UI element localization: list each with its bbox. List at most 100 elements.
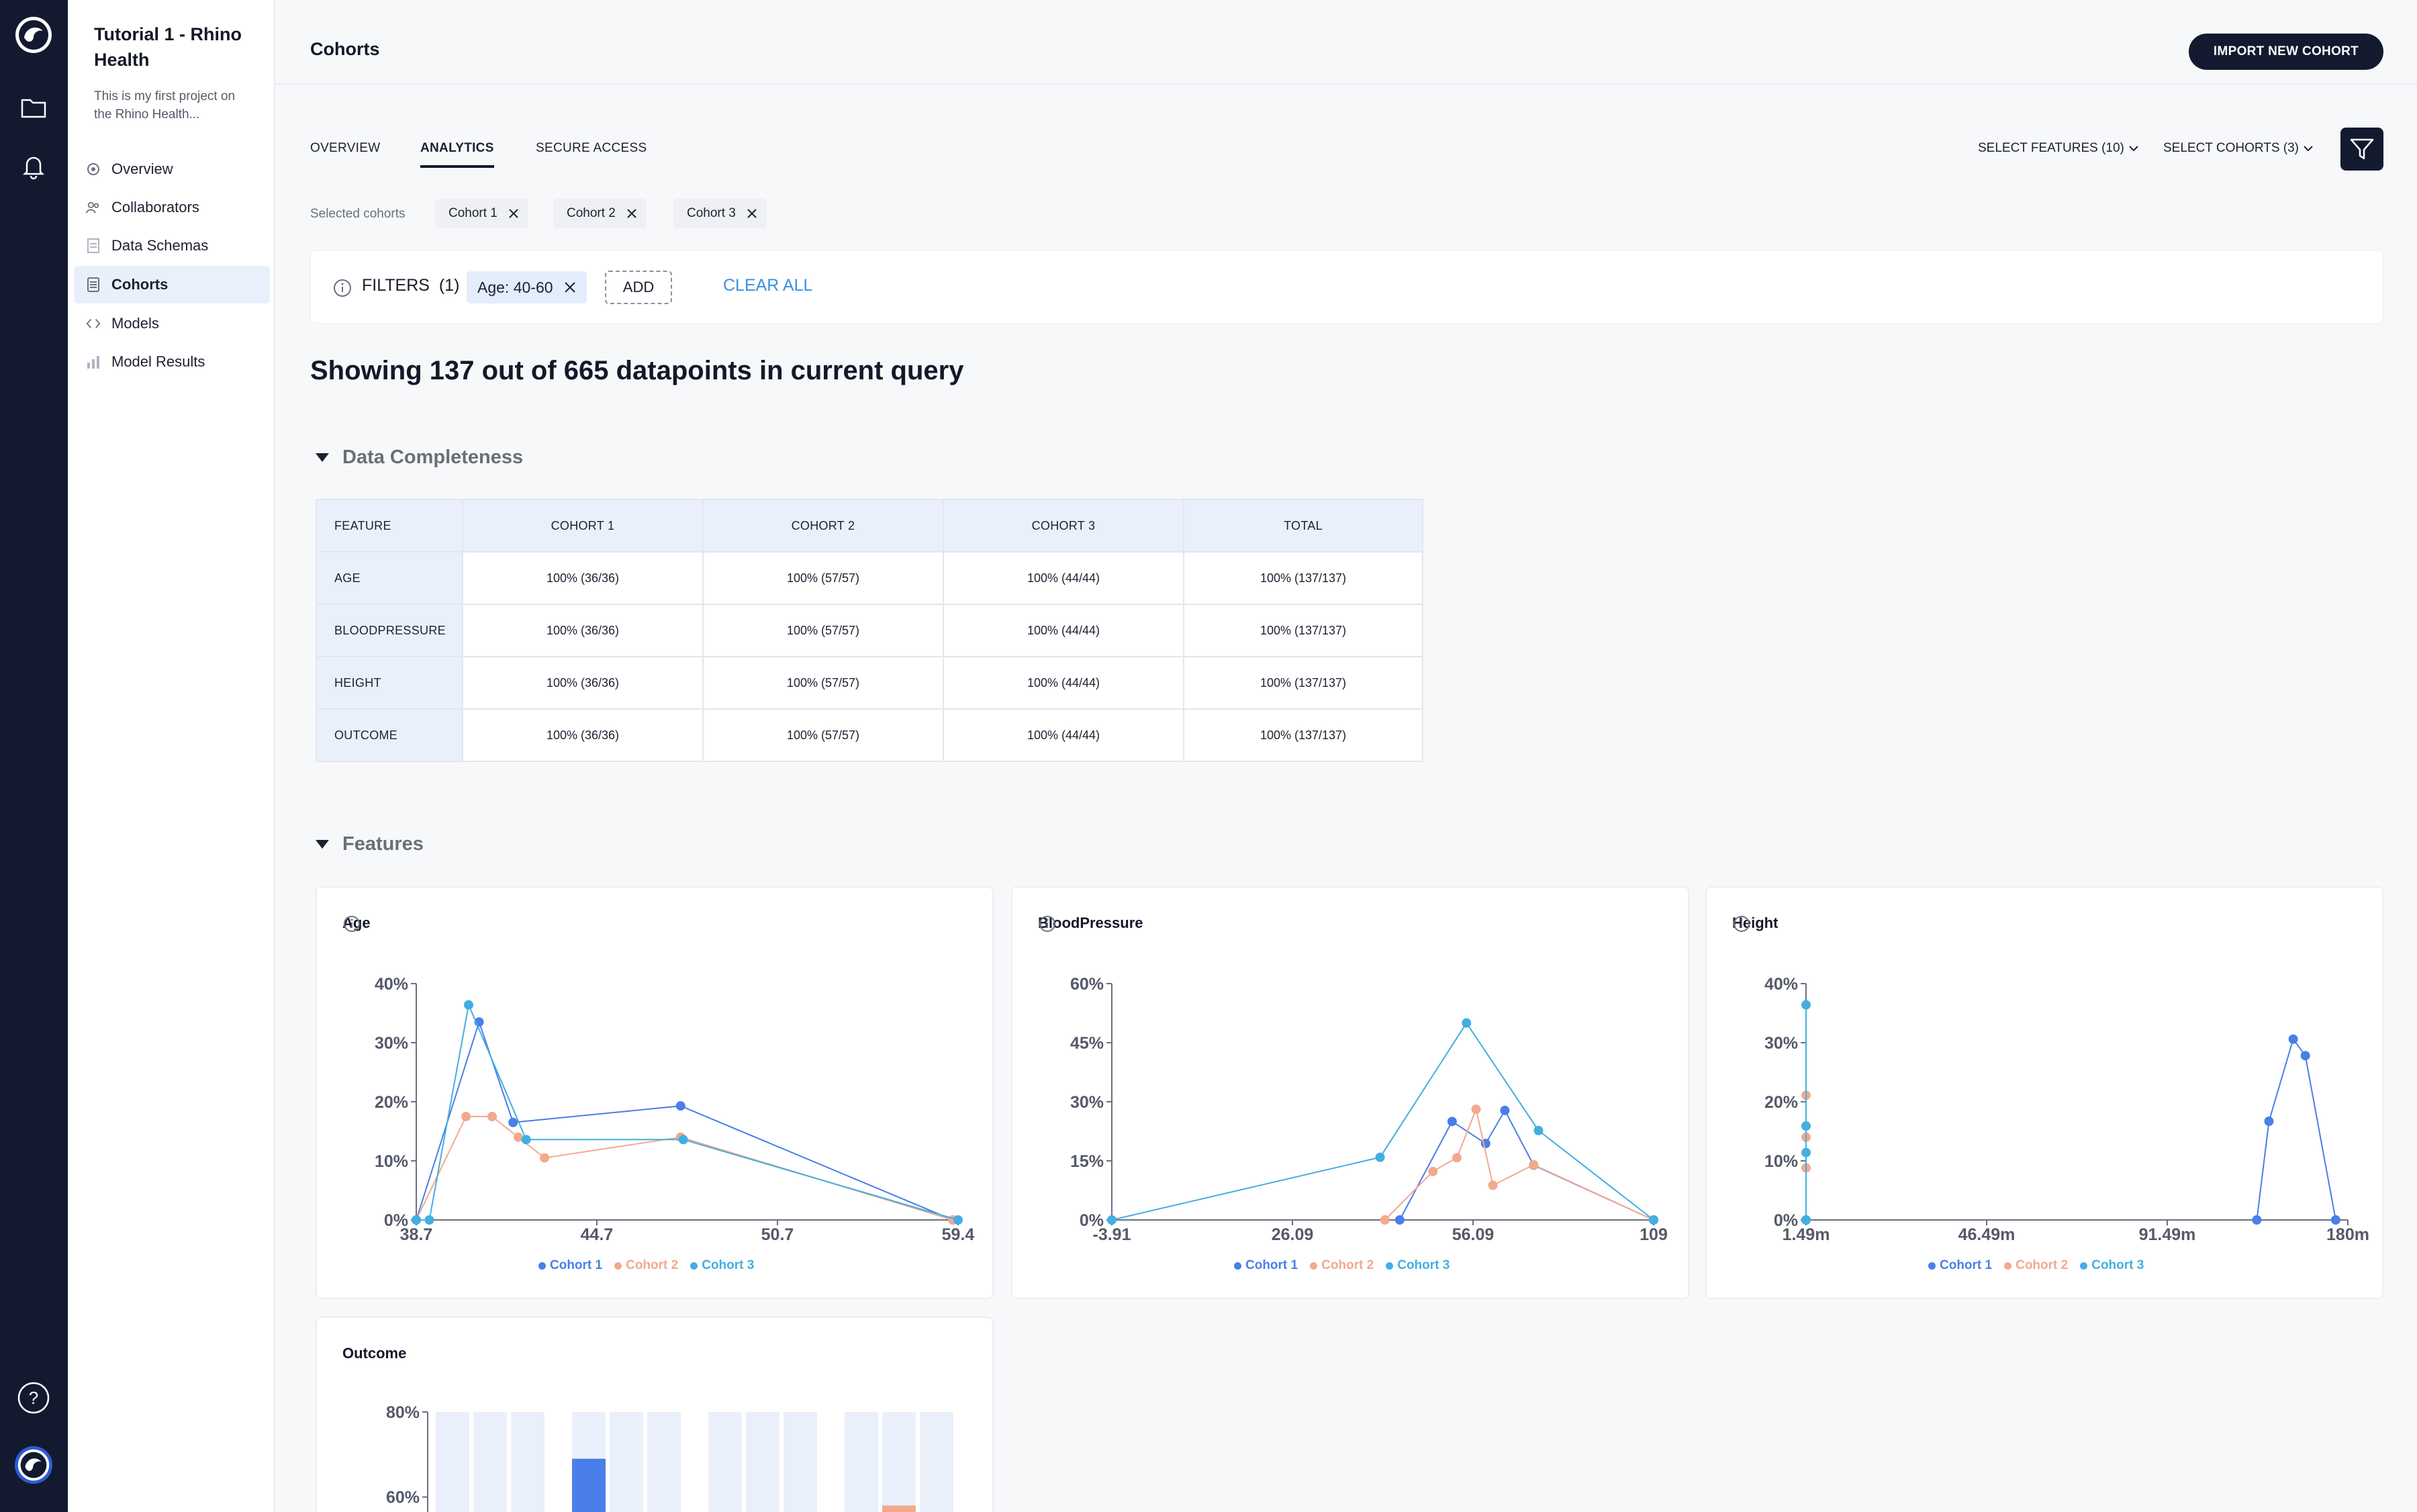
table-cell: 100% (36/36): [462, 551, 704, 605]
table-cell: 100% (36/36): [462, 604, 704, 657]
cohort-chip-label: Cohort 1: [448, 206, 497, 220]
y-tick-label: 10%: [375, 1152, 408, 1171]
x-tick-label: 50.7: [761, 1225, 794, 1244]
legend-item: Cohort 3: [690, 1258, 754, 1273]
sidebar-item-data-schemas[interactable]: Data Schemas: [74, 227, 270, 265]
info-icon[interactable]: [332, 278, 352, 298]
legend-label: Cohort 2: [2016, 1258, 2069, 1272]
folder-icon[interactable]: [13, 87, 54, 128]
table-cell: OUTCOME: [316, 708, 463, 762]
data-point: [2300, 1051, 2310, 1061]
filters-count: (1): [438, 276, 460, 295]
legend-label: Cohort 2: [1321, 1258, 1374, 1272]
cohort-chip-label: Cohort 2: [567, 206, 616, 220]
x-tick-label: 38.7: [400, 1225, 433, 1244]
data-point: [1471, 1104, 1481, 1115]
info-icon[interactable]: [342, 914, 361, 933]
legend-item: Cohort 1: [1234, 1258, 1298, 1273]
project-description: This is my first project on the Rhino He…: [94, 89, 236, 122]
column-header: COHORT 2: [702, 499, 944, 553]
table-cell: 100% (57/57): [702, 656, 944, 710]
sidebar-item-model-results[interactable]: Model Results: [74, 343, 270, 381]
bar-background: [473, 1412, 507, 1512]
info-icon[interactable]: [1732, 914, 1751, 933]
data-point: [521, 1135, 531, 1145]
tab-secure-access[interactable]: SECURE ACCESS: [536, 141, 647, 155]
section-title: Features: [342, 833, 424, 855]
age-line-chart: 0% 10% 20% 30% 40% 38.7 44.7 50.7 59.4: [375, 975, 974, 1244]
features-header[interactable]: Features: [316, 833, 424, 855]
close-icon[interactable]: [564, 281, 576, 293]
column-header: COHORT 1: [462, 499, 704, 553]
sidebar-item-overview[interactable]: Overview: [74, 150, 270, 188]
tab-overview[interactable]: OVERVIEW: [310, 141, 381, 155]
x-tick-label: 91.49m: [2139, 1225, 2196, 1244]
sidebar-item-models[interactable]: Models: [74, 305, 270, 342]
select-cohorts-dropdown[interactable]: SELECT COHORTS (3): [2163, 141, 2314, 156]
add-filter-button[interactable]: ADD: [605, 271, 672, 304]
data-point: [1380, 1215, 1390, 1225]
chart-legend: Cohort 1 Cohort 2 Cohort 3: [1234, 1258, 1450, 1273]
bar-background: [511, 1412, 544, 1512]
table-cell: 100% (137/137): [1183, 551, 1423, 605]
data-point: [508, 1117, 518, 1127]
series-line: [1384, 1106, 1654, 1221]
filter-chip[interactable]: Age: 40-60: [467, 271, 587, 303]
cohort-chip: Cohort 1: [435, 199, 528, 228]
avatar-icon[interactable]: [13, 1445, 54, 1485]
filter-toggle-button[interactable]: [2340, 128, 2383, 171]
data-point: [1649, 1215, 1658, 1225]
sidebar-item-collaborators[interactable]: Collaborators: [74, 189, 270, 226]
cohort-chip-label: Cohort 3: [687, 206, 736, 220]
height-chart-card: Height 0% 10% 20% 30% 40% 1.49m 46.49m 91.49m 18…: [1705, 886, 2383, 1299]
data-completeness-header[interactable]: Data Completeness: [316, 446, 523, 469]
close-icon[interactable]: [626, 208, 637, 219]
data-point: [1394, 1215, 1405, 1225]
table-row: AGE 100% (36/36) 100% (57/57) 100% (44/4…: [316, 551, 1423, 605]
legend-item: Cohort 3: [1386, 1258, 1450, 1273]
data-point: [1801, 1215, 1811, 1225]
y-tick-label: 0%: [384, 1211, 408, 1230]
y-tick-label: 60%: [1070, 975, 1104, 994]
info-icon[interactable]: [1038, 914, 1057, 933]
y-tick-label: 0%: [1080, 1211, 1104, 1230]
data-point: [1488, 1180, 1498, 1190]
data-point: [1107, 1215, 1117, 1225]
series-line: [416, 1116, 953, 1221]
y-tick-label: 20%: [375, 1093, 408, 1112]
bar: [572, 1458, 606, 1512]
legend-item: Cohort 1: [538, 1258, 602, 1273]
table-cell: 100% (44/44): [943, 656, 1184, 710]
legend-label: Cohort 2: [626, 1258, 679, 1272]
table-header-row: FEATURE COHORT 1 COHORT 2 COHORT 3 TOTAL: [316, 499, 1423, 553]
y-tick-label: 45%: [1070, 1034, 1104, 1053]
x-tick-label: 1.49m: [1783, 1225, 1830, 1244]
legend-label: Cohort 1: [550, 1258, 603, 1272]
legend-item: Cohort 3: [2080, 1258, 2144, 1273]
logo-icon[interactable]: [13, 15, 54, 55]
bell-icon[interactable]: [13, 146, 54, 187]
legend-label: Cohort 1: [1940, 1258, 1993, 1272]
chart-title: Age: [342, 914, 371, 932]
table-cell: 100% (44/44): [943, 551, 1184, 605]
tab-analytics[interactable]: ANALYTICS: [420, 141, 494, 155]
y-tick-label: 80%: [386, 1403, 420, 1422]
close-icon[interactable]: [747, 208, 757, 219]
y-tick-label: 10%: [1764, 1152, 1798, 1171]
clear-all-button[interactable]: CLEAR ALL: [723, 276, 813, 295]
section-title: Data Completeness: [342, 446, 524, 468]
overview-icon: [86, 162, 101, 177]
data-point: [2330, 1215, 2340, 1225]
table-cell: 100% (57/57): [702, 604, 944, 657]
sidebar-item-label: Overview: [111, 160, 173, 177]
sidebar-item-label: Cohorts: [111, 276, 169, 293]
import-new-cohort-button[interactable]: IMPORT NEW COHORT: [2189, 34, 2383, 70]
completeness-table: FEATURE COHORT 1 COHORT 2 COHORT 3 TOTAL…: [316, 499, 1423, 762]
sidebar-item-label: Collaborators: [111, 199, 199, 216]
select-features-dropdown[interactable]: SELECT FEATURES (10): [1978, 141, 2139, 156]
sidebar-item-cohorts[interactable]: Cohorts: [74, 266, 270, 303]
help-icon[interactable]: ?: [13, 1378, 54, 1418]
table-row: OUTCOME 100% (36/36) 100% (57/57) 100% (…: [316, 708, 1423, 762]
close-icon[interactable]: [508, 208, 519, 219]
bar-background: [882, 1412, 916, 1512]
